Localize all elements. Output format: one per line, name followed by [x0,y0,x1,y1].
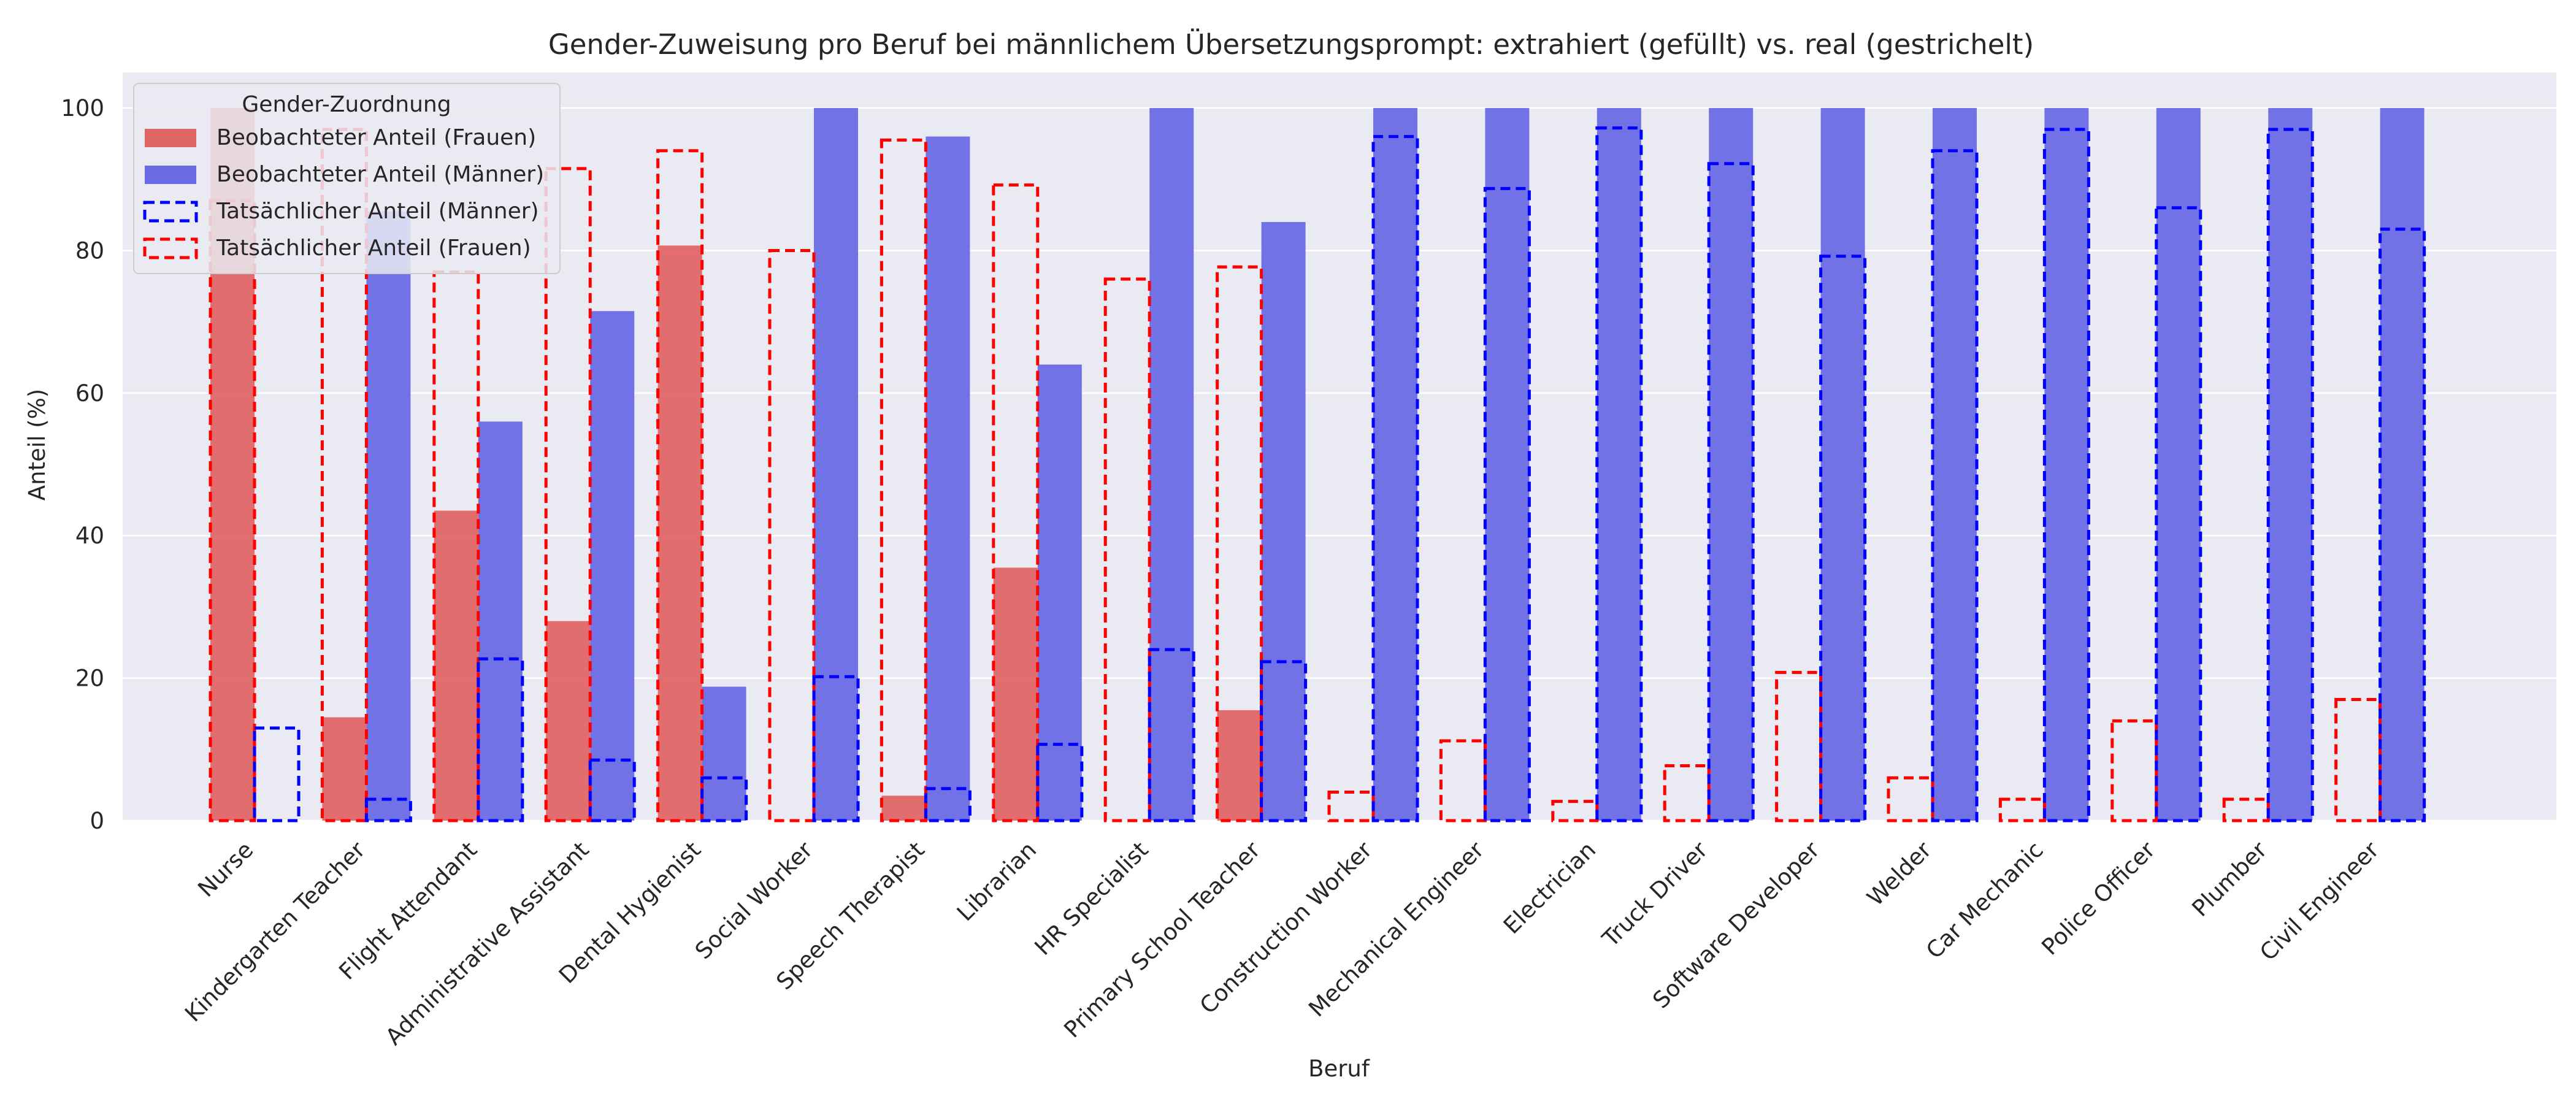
bar-real-women [2334,697,2382,822]
bar-real-men [2042,128,2090,822]
bar-real-men [812,675,860,822]
bar-observed-women [881,795,926,821]
bar-real-women [1216,265,1263,822]
x-tick-label: Welder [1862,836,1937,911]
bar-real-women [1327,791,1375,822]
x-tick-label: Nurse [193,837,258,902]
x-tick-label: Librarian [952,837,1041,926]
bar-real-men [1707,162,1755,822]
bar-observed-men [2380,108,2425,821]
x-axis-label: Beruf [1308,1056,1370,1082]
bar-real-men [1371,135,1419,822]
bar-observed-men [814,108,858,821]
bar-observed-women [1217,710,1262,821]
x-tick-label: Truck Driver [1597,836,1714,953]
y-tick-label: 20 [75,665,104,692]
x-tick-label: Administrative Assistant [380,837,594,1050]
bar-observed-women [993,567,1038,821]
bar-observed-men [1037,364,1082,821]
gridlines [123,107,2556,822]
bar-real-women [1775,670,1823,822]
x-tick-label: Police Officer [2036,836,2160,960]
bar-real-men [364,797,412,822]
legend-swatch [143,237,198,259]
bar-observed-men [2044,108,2089,821]
bar-real-women [880,138,927,822]
bar-real-women [1887,776,1934,822]
x-tick-label: Civil Engineer [2255,836,2384,965]
legend-swatch [145,166,196,184]
bar-real-women [1103,277,1151,822]
x-tick-label: Social Worker [690,836,818,964]
legend-box [133,83,561,274]
bar-observed-men [2268,108,2313,821]
bar-real-women [992,183,1040,822]
legend: Gender-Zuordnung Beobachteter Anteil (Fra… [133,83,561,274]
bar-observed-women [322,717,367,821]
x-tick-label: Electrician [1498,837,1601,939]
bar-observed-men [1597,108,1641,821]
bar-observed-women [434,510,478,821]
x-tick-label: HR Specialist [1030,837,1154,960]
bar-real-men [1483,186,1531,822]
bar-observed-men [1149,108,1194,821]
legend-label: Tatsächlicher Anteil (Frauen) [216,236,531,261]
y-axis-label: Anteil (%) [24,389,50,500]
x-tick-label: Plumber [2187,836,2273,922]
bar-real-women [768,248,816,822]
bar-observed-men [1485,108,1530,821]
bar-real-men [1260,660,1308,822]
y-tick-label: 0 [90,808,104,834]
bar-real-men [1931,149,1979,822]
legend-label: Beobachteter Anteil (Frauen) [217,125,536,150]
legend-swatch [143,201,198,223]
bar-observed-women [546,621,591,821]
bar-real-men [1595,126,1643,822]
bar-observed-men [1261,222,1306,821]
bar-real-men [2266,128,2314,822]
y-tick-labels: 0 20 40 60 80 100 [61,95,104,834]
bar-real-men [2379,228,2426,822]
bar-real-men [924,787,972,822]
bar-observed-women [657,245,702,821]
legend-swatch [145,129,196,147]
bar-real-women [1663,764,1711,822]
legend-title: Gender-Zuordnung [242,92,451,117]
bar-real-men [700,776,748,822]
bar-real-men [253,726,301,822]
bar-observed-men [1820,108,1865,821]
bar-observed-men [1709,108,1754,821]
bar-observed-men [926,136,970,821]
bar-real-women [544,167,592,822]
y-tick-label: 60 [75,380,104,407]
bar-real-men [1148,648,1195,822]
bar-real-men [477,657,524,822]
y-tick-label: 40 [75,523,104,549]
bar-observed-men [366,211,411,821]
bar-real-women [656,149,704,822]
bar-real-men [588,758,636,822]
y-tick-label: 80 [75,237,104,264]
bar-observed-men [590,311,635,821]
bar-observed-men [1373,108,1417,821]
bar-real-men [1036,743,1084,822]
x-tick-label: Kindergarten Teacher [180,836,370,1027]
x-tick-label: Primary School Teacher [1059,836,1265,1043]
chart-title: Gender-Zuweisung pro Beruf bei männliche… [548,28,2034,61]
bar-observed-men [478,421,523,821]
legend-label: Tatsächlicher Anteil (Männer) [216,199,539,224]
bar-real-men [2155,206,2202,822]
bar-real-men [1819,255,1867,822]
bar-observed-men [2156,108,2201,821]
legend-label: Beobachteter Anteil (Männer) [217,162,544,187]
bar-observed-men [1933,108,1977,821]
bar-observed-men [702,686,746,821]
bar-real-women [2110,719,2158,822]
x-tick-label: Car Mechanic [1921,837,2049,964]
y-tick-label: 100 [61,95,104,121]
